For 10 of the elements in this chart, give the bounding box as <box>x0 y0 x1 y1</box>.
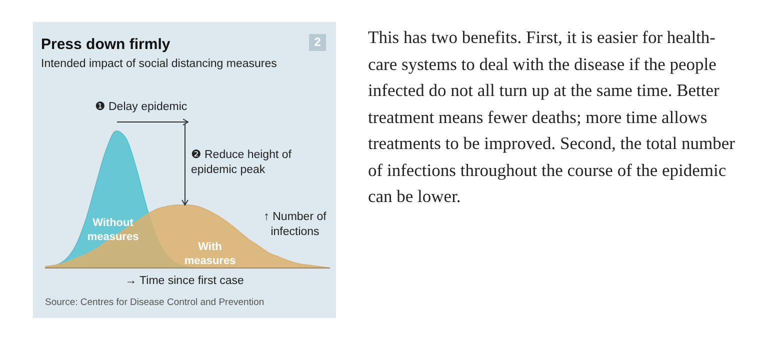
chart-title: Press down firmly <box>41 36 170 53</box>
x-axis-title: → Time since first case <box>124 275 245 287</box>
series-label: With measures <box>183 240 237 268</box>
annotation: ❷ Reduce height of epidemic peak <box>191 148 292 178</box>
text: 2 <box>309 34 326 51</box>
y-axis-title: ↑ Number of infections <box>262 210 328 240</box>
source-note: Source: Centres for Disease Control and Prevention <box>45 297 264 308</box>
chart-subtitle: Intended impact of social distancing measures <box>41 58 277 70</box>
text: ❶ Delay epidemic <box>95 100 188 113</box>
text: This has two benefits. First, it is easier for health-care systems to deal with the disease if the people infected do not all turn up at the same time. Better treatment means fewer deaths; more time allows treatments to be improved. Second, the total number of infections throughout the course of the epidemic can be lower. <box>368 26 736 208</box>
